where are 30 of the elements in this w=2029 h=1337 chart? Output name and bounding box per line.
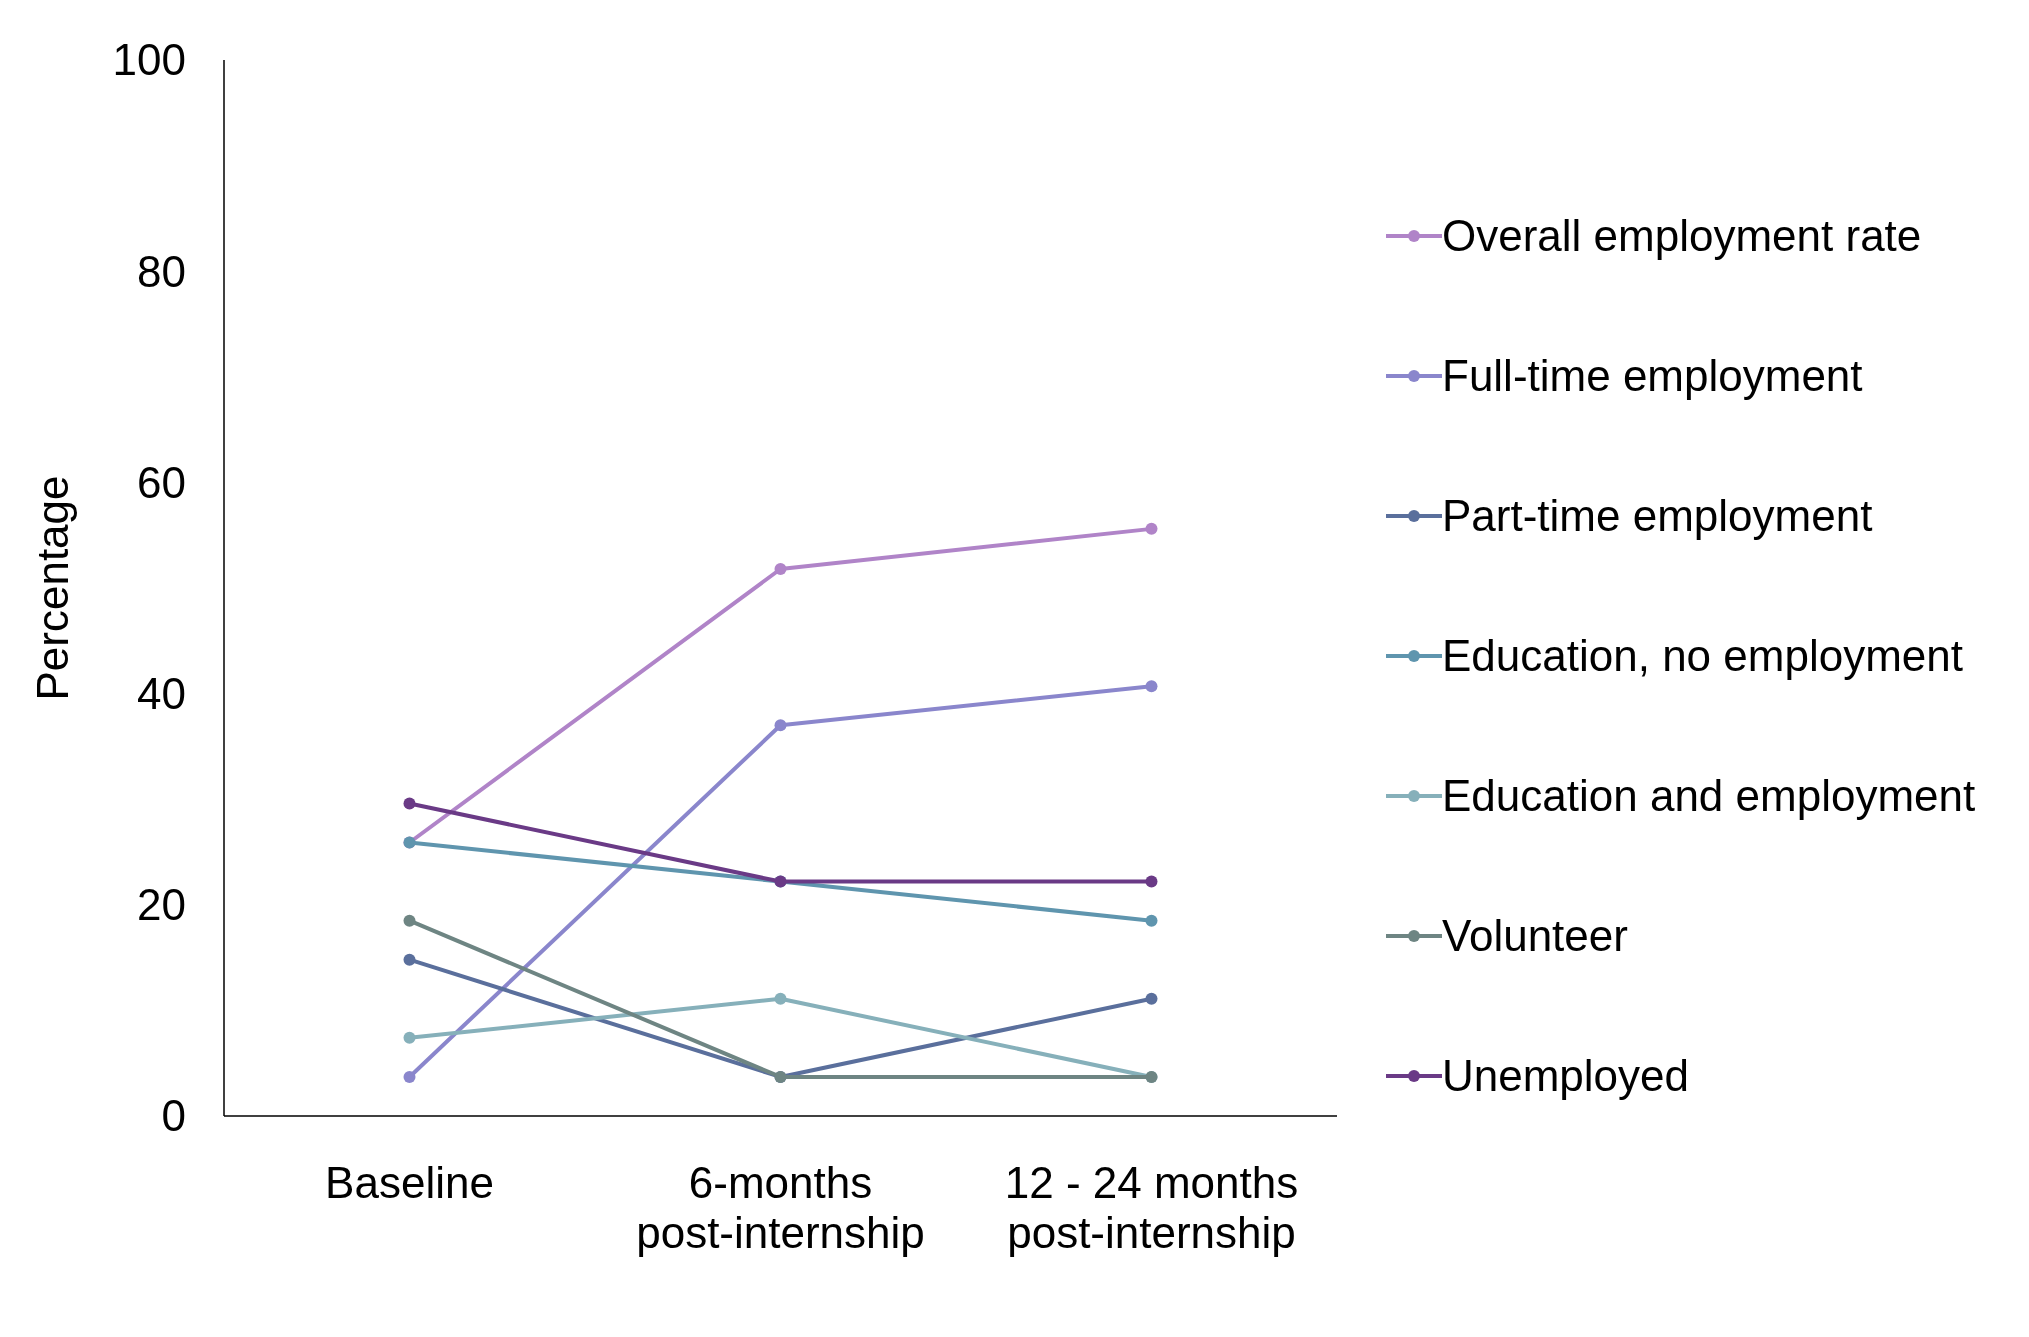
legend-label: Education and employment (1442, 771, 1976, 821)
legend-label: Unemployed (1442, 1051, 1690, 1101)
x-tick-label: Baseline (325, 1158, 494, 1207)
legend-label: Education, no employment (1442, 631, 1963, 681)
point (403, 1031, 416, 1044)
x-tick-label: 12 - 24 months post-internship (1004, 1158, 1299, 1257)
point (1145, 680, 1158, 693)
y-tick-label: 20 (137, 880, 186, 930)
legend-label: Part-time employment (1442, 491, 1873, 541)
point (403, 914, 416, 927)
point (774, 719, 787, 732)
point (403, 797, 416, 810)
point (774, 562, 787, 575)
point (1145, 992, 1158, 1005)
y-tick-label: 60 (137, 457, 186, 507)
y-tick-label: 80 (137, 246, 186, 296)
legend-label: Full-time employment (1442, 351, 1863, 401)
legend-label: Volunteer (1442, 911, 1628, 961)
point (1145, 875, 1158, 888)
point (774, 992, 787, 1005)
y-tick-label: 0 (161, 1091, 186, 1141)
point (403, 953, 416, 966)
point (1145, 914, 1158, 927)
x-tick-label: 6-months post-internship (636, 1158, 925, 1257)
y-tick-label: 100 (112, 35, 186, 85)
point (403, 1070, 416, 1083)
point (1145, 522, 1158, 535)
y-tick-label: 40 (137, 669, 186, 718)
legend-label: Overall employment rate (1442, 211, 1922, 261)
y-axis-title: Percentage (28, 475, 77, 701)
